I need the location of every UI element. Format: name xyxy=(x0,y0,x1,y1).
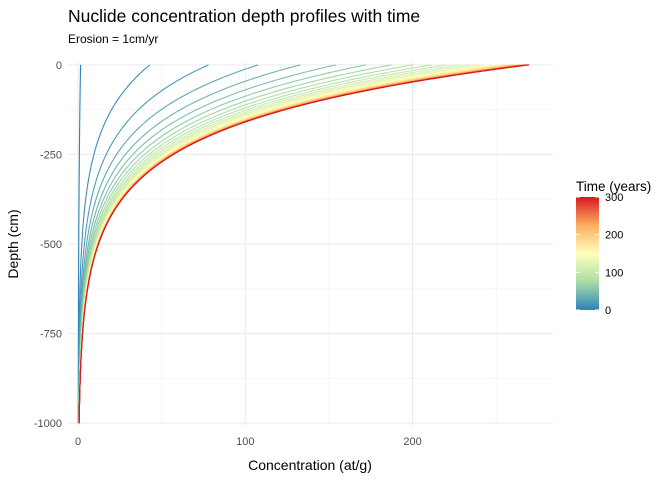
depth-profile-series xyxy=(77,64,530,424)
y-tick-label: -500 xyxy=(40,239,62,251)
legend-tick-label: 0 xyxy=(605,305,611,317)
legend-tick-label: 300 xyxy=(605,192,623,204)
profile-curve xyxy=(78,64,530,424)
chart-title: Nuclide concentration depth profiles wit… xyxy=(68,6,420,26)
x-axis-title: Concentration (at/g) xyxy=(248,457,372,473)
y-axis-ticks: 0 -250 -500 -750 -1000 xyxy=(34,60,62,430)
x-tick-label: 100 xyxy=(236,436,254,448)
y-tick-label: -1000 xyxy=(34,418,62,430)
y-tick-label: -750 xyxy=(40,329,62,341)
legend-title: Time (years) xyxy=(576,179,651,194)
legend-tick-label: 100 xyxy=(605,267,623,279)
color-legend: Time (years) 0 100 200 300 xyxy=(576,179,651,317)
legend-tick-label: 200 xyxy=(605,230,623,242)
profile-curve xyxy=(77,64,151,424)
x-tick-label: 0 xyxy=(75,436,81,448)
y-tick-label: 0 xyxy=(56,60,62,72)
x-tick-label: 200 xyxy=(403,436,421,448)
profile-curve xyxy=(77,64,82,424)
grid-minor xyxy=(68,62,553,426)
x-axis-ticks: 0 100 200 xyxy=(75,436,422,448)
y-tick-label: -250 xyxy=(40,149,62,161)
plot-panel xyxy=(68,62,553,426)
chart-subtitle: Erosion = 1cm/yr xyxy=(68,32,158,46)
legend-ticks: 0 100 200 300 xyxy=(576,192,623,317)
legend-colorbar xyxy=(576,197,599,310)
y-axis-title: Depth (cm) xyxy=(5,209,21,278)
